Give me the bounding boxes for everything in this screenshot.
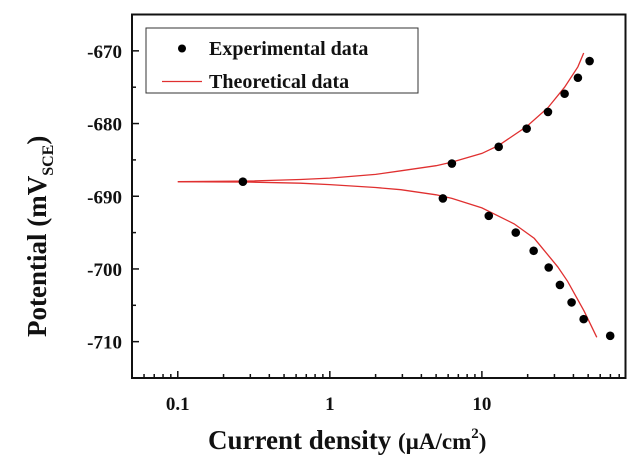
x-axis-ticks <box>131 371 620 378</box>
experimental-point <box>494 142 504 152</box>
legend: Experimental data Theoretical data <box>145 27 419 94</box>
y-tick-label: -680 <box>87 115 122 136</box>
experimental-point <box>529 246 538 256</box>
legend-label-theoretical: Theoretical data <box>209 71 349 93</box>
experimental-point <box>544 263 553 272</box>
experimental-point <box>484 211 494 221</box>
x-axis-title: Current density (µA/cm2) <box>208 425 486 455</box>
experimental-point <box>238 177 248 187</box>
y-axis-title-close: ) <box>22 136 52 145</box>
theoretical-curve-2 <box>177 181 598 338</box>
x-axis-title-sup: 2 <box>471 426 479 442</box>
experimental-point <box>605 331 615 341</box>
experimental-point <box>447 159 457 168</box>
experimental-point <box>511 228 521 237</box>
experimental-point <box>522 124 531 133</box>
experimental-point <box>560 89 569 99</box>
experimental-point <box>585 56 594 66</box>
legend-marker-experimental <box>178 44 186 53</box>
y-axis-ticks <box>132 50 139 343</box>
x-tick-label: 0.1 <box>166 394 190 415</box>
experimental-point <box>579 314 588 324</box>
experimental-point <box>573 73 583 83</box>
y-axis-title-sub: SCE <box>40 145 57 176</box>
experimental-point <box>555 280 565 290</box>
legend-box <box>145 27 419 94</box>
y-tick-label: -690 <box>87 187 122 208</box>
experimental-point <box>438 194 448 203</box>
x-axis-title-close: ) <box>479 429 487 454</box>
y-axis-title-main: Potential (mV <box>22 175 52 337</box>
y-axis-title: Potential (mVSCE) <box>22 136 57 337</box>
x-tick-label: 1 <box>325 394 335 415</box>
legend-label-experimental: Experimental data <box>209 38 368 60</box>
theoretical-curves <box>177 52 598 338</box>
x-axis-title-main: Current density <box>208 425 398 455</box>
y-tick-label: -710 <box>87 333 122 354</box>
experimental-points <box>238 56 615 341</box>
x-tick-label: 10 <box>472 394 491 415</box>
y-axis-tick-labels: -670 -680 -690 -700 -710 <box>87 42 122 354</box>
x-axis-title-unit: (µA/cm <box>398 429 471 454</box>
y-tick-label: -700 <box>87 260 122 281</box>
experimental-point <box>567 298 576 307</box>
experimental-point <box>543 107 553 117</box>
y-tick-label: -670 <box>87 42 122 63</box>
x-axis-tick-labels: 0.1 1 10 <box>166 394 491 415</box>
